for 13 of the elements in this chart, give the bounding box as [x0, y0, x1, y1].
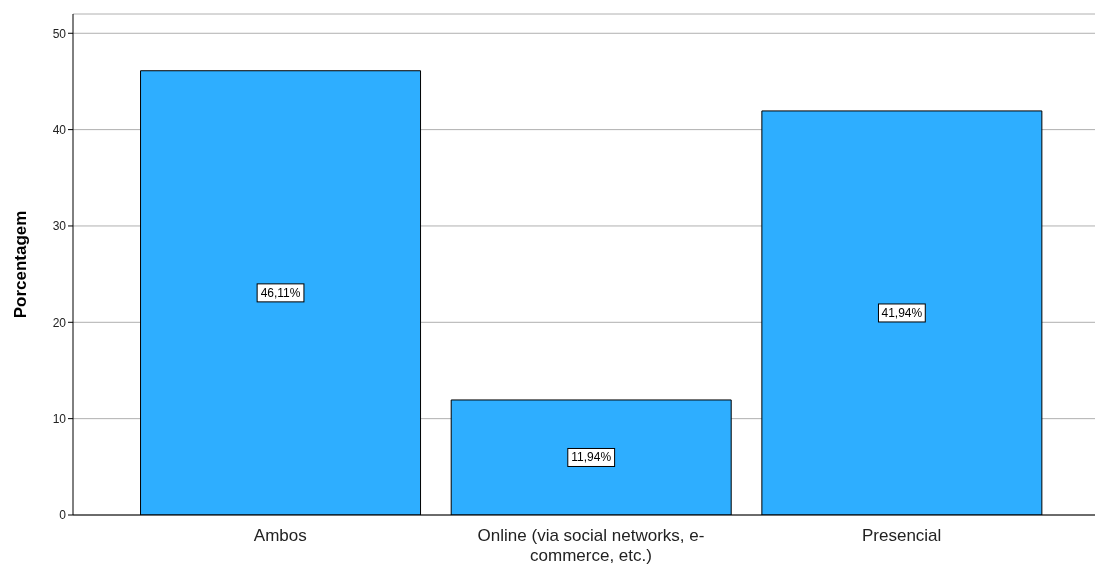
y-tick-label: 20	[52, 315, 67, 330]
y-tick-label: 50	[52, 26, 67, 41]
y-tick-label: 10	[52, 411, 67, 426]
y-tick-label: 30	[52, 219, 67, 234]
y-tick-label: 40	[52, 122, 67, 137]
x-tick-label: Online (via social networks, e-commerce, etc.)	[477, 526, 705, 565]
y-tick-label: 0	[59, 508, 67, 523]
data-label: 46,11%	[260, 285, 301, 300]
data-label: 11,94%	[571, 450, 612, 465]
x-tick-label: Presencial	[861, 526, 942, 545]
data-label: 41,94%	[881, 305, 923, 320]
y-axis-title: Porcentagem	[11, 210, 31, 319]
x-tick-label: Ambos	[253, 526, 307, 545]
